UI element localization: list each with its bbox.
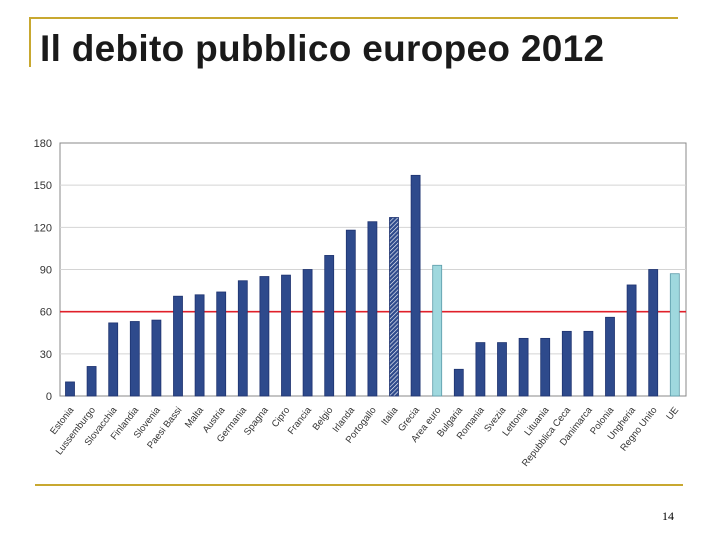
bar-italia — [389, 217, 399, 397]
bar-finlandia — [129, 321, 140, 397]
bar-repubblica-ceca — [561, 330, 572, 397]
bar-svezia — [497, 342, 507, 397]
bar-polonia — [605, 316, 615, 397]
bar-slovenia — [151, 319, 162, 397]
bar-romania — [475, 342, 486, 397]
y-tick-label: 120 — [34, 222, 52, 234]
bar-cipro — [281, 274, 291, 397]
bar-area-euro — [432, 264, 443, 397]
page-number: 14 — [662, 509, 674, 523]
y-tick-label: 150 — [34, 180, 52, 192]
bar-germania — [237, 280, 248, 397]
bottom-rule — [35, 484, 683, 486]
bar-francia — [302, 269, 313, 397]
bar-slovacchia — [108, 322, 119, 397]
bar-bulgaria — [453, 368, 464, 397]
y-tick-label: 30 — [40, 349, 52, 361]
x-tick-label: Spagna — [242, 405, 271, 438]
bar-grecia — [410, 174, 421, 397]
y-tick-label: 0 — [46, 391, 52, 403]
bar-lituania — [540, 337, 551, 397]
bar-ungheria — [626, 284, 637, 397]
y-tick-label: 180 — [34, 138, 52, 150]
bar-irlanda — [345, 229, 356, 397]
bar-malta — [194, 294, 205, 397]
x-tick-label: Francia — [286, 405, 315, 437]
bar-estonia — [65, 381, 75, 397]
y-tick-label: 60 — [40, 307, 52, 319]
bar-regno-unito — [648, 269, 659, 397]
bar-lettonia — [518, 337, 529, 397]
bar-lussemburgo — [86, 366, 97, 397]
top-rule — [30, 17, 678, 19]
bar-portogallo — [367, 221, 378, 397]
bar-paesi-bassi — [173, 295, 183, 397]
y-tick-label: 90 — [40, 265, 52, 277]
bar-austria — [216, 291, 227, 397]
x-tick-label: UE — [664, 405, 681, 422]
bar-danimarca — [583, 330, 594, 397]
bar-ue — [669, 273, 680, 397]
bar-spagna — [259, 276, 270, 397]
side-rule — [29, 17, 31, 67]
slide-title: Il debito pubblico europeo 2012 — [40, 28, 605, 69]
bar-belgio — [324, 255, 335, 397]
